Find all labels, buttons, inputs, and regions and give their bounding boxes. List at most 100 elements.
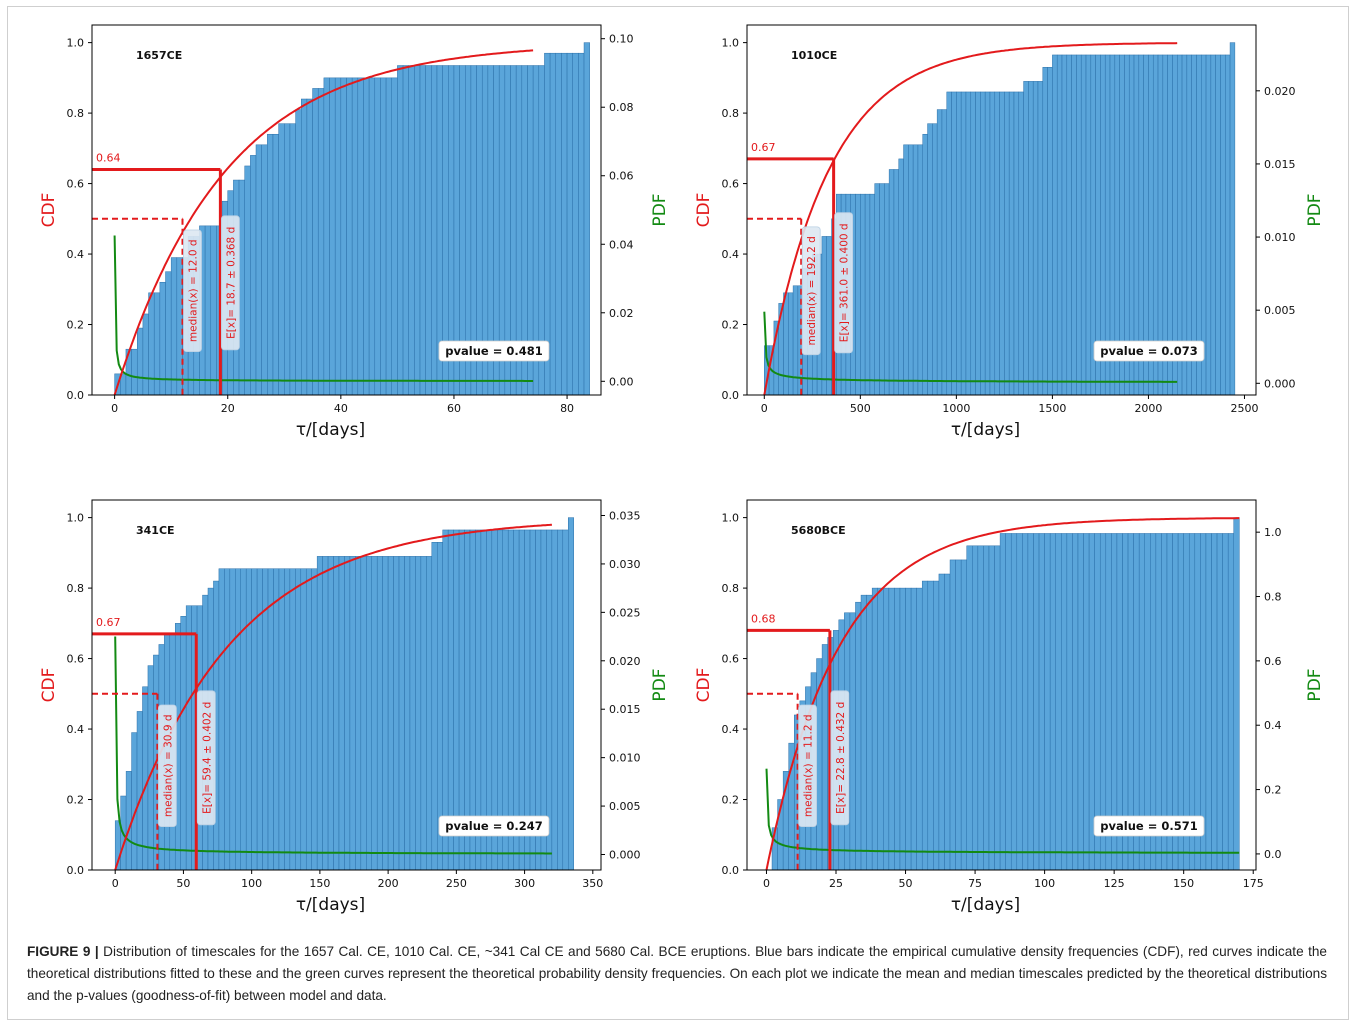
y2-tick-label: 0.04: [609, 238, 634, 251]
y2-tick-label: 0.06: [609, 170, 634, 183]
histogram-bar: [1076, 54, 1082, 396]
histogram-bar: [922, 133, 928, 396]
histogram-bar: [936, 109, 943, 396]
x-tick-label: 200: [378, 877, 399, 890]
y2-tick-label: 0.4: [1264, 719, 1282, 732]
histogram-bar: [1008, 91, 1015, 396]
chart-panel-4: 0.68 median(x) = 11.2 d E[x]= 22.8 ± 0.432…: [694, 499, 1325, 915]
x-tick-label: 2000: [1134, 402, 1162, 415]
histogram-bar: [300, 568, 307, 871]
x-tick-label: 125: [1104, 877, 1125, 890]
x-tick-label: 150: [309, 877, 330, 890]
y2-axis-label: PDF: [650, 668, 670, 701]
pdf-curve: [765, 768, 1240, 854]
histogram-bar: [927, 123, 933, 396]
y-tick-label: 1.0: [67, 512, 85, 525]
y2-tick-label: 0.2: [1264, 784, 1282, 797]
histogram-bar: [284, 123, 291, 396]
x-tick-label: 60: [447, 402, 461, 415]
histogram-bar: [322, 556, 329, 871]
mean-label-box: [830, 690, 850, 826]
histogram-bar: [994, 545, 1001, 871]
histogram-bar: [1018, 91, 1024, 396]
y-tick-label: 0.4: [722, 723, 740, 736]
histogram-bar: [566, 52, 573, 396]
median-label-box: [157, 704, 177, 827]
histogram-bar: [165, 271, 172, 396]
histogram-bar: [295, 109, 302, 396]
histogram-bar: [306, 98, 313, 396]
x-tick-label: 175: [1243, 877, 1264, 890]
histogram-bar: [363, 77, 370, 396]
histogram-bar: [366, 556, 372, 871]
histogram-bar: [938, 573, 945, 871]
histogram-bar: [1072, 533, 1079, 871]
histogram-bar: [210, 225, 217, 396]
y-tick-label: 0.4: [67, 248, 85, 261]
pvalue-box: [438, 815, 550, 837]
median-label-box: [183, 229, 202, 352]
median-label: median(x) = 192.2 d: [801, 226, 821, 356]
chart-panel-1: 0.64 median(x) = 12.0 d E[x]= 18.7 ± 0.368…: [39, 24, 670, 440]
histogram-bar: [871, 587, 878, 871]
x-tick-label: 75: [968, 877, 982, 890]
histogram-bar: [1044, 533, 1051, 871]
histogram-bar: [946, 91, 952, 396]
histogram-bar: [1083, 533, 1090, 871]
median-label-text: median(x) = 11.2 d: [803, 714, 815, 817]
median-label-text: median(x) = 30.9 d: [162, 714, 174, 817]
histogram-bar: [235, 568, 241, 871]
histogram-bar: [549, 52, 557, 396]
histogram-bar: [894, 587, 901, 871]
histogram-bar: [877, 587, 884, 871]
histogram-bar: [360, 556, 367, 871]
x-tick-label: 0: [112, 877, 119, 890]
histogram-bar: [1028, 81, 1034, 396]
histogram-bar: [849, 612, 856, 871]
histogram-bar: [1061, 54, 1068, 396]
histogram-bar: [426, 556, 433, 871]
y-tick-label: 0.0: [67, 389, 85, 402]
pvalue-box: [1093, 815, 1205, 837]
histogram-bar: [905, 587, 912, 871]
pvalue-label: pvalue = 0.481: [445, 344, 542, 358]
histogram-bar: [255, 144, 262, 396]
histogram-bar: [860, 594, 867, 871]
histogram-bar: [960, 91, 967, 396]
histogram-bar: [988, 545, 995, 871]
histogram-bar: [346, 77, 353, 396]
histogram-bar: [1052, 54, 1058, 396]
histogram-bar: [984, 91, 991, 396]
histogram-bar: [273, 568, 280, 871]
caption-text: Distribution of timescales for the 1657 …: [27, 944, 1327, 1003]
x-axis-label: τ/[days]: [296, 420, 365, 440]
x-tick-label: 1000: [942, 402, 970, 415]
histogram-bar: [921, 580, 929, 871]
histogram-bar: [312, 88, 319, 396]
y2-tick-label: 1.0: [1264, 526, 1282, 539]
histogram-bar: [374, 77, 381, 396]
histogram-bars: [764, 42, 1236, 396]
histogram-bar: [941, 109, 948, 396]
histogram-bar: [1061, 533, 1068, 871]
histogram-bar: [1013, 91, 1020, 396]
histogram-bar: [387, 556, 394, 871]
histogram-bar: [244, 165, 251, 396]
histogram-bar: [218, 568, 225, 871]
histogram-bar: [397, 65, 404, 396]
histogram-bar: [932, 123, 938, 396]
histogram-bar: [240, 568, 247, 871]
x-tick-label: 1500: [1038, 402, 1066, 415]
y2-tick-label: 0.015: [609, 703, 641, 716]
histogram-bar: [344, 556, 351, 871]
y-tick-label: 0.0: [722, 389, 740, 402]
histogram-bar: [1216, 533, 1223, 871]
histogram-bar: [955, 559, 962, 871]
histogram-bar: [284, 568, 291, 871]
histogram-bar: [371, 556, 378, 871]
histogram-bar: [1210, 54, 1216, 396]
x-tick-label: 25: [829, 877, 843, 890]
y2-tick-label: 0.005: [609, 800, 641, 813]
y-tick-label: 0.8: [722, 107, 740, 120]
x-tick-label: 50: [176, 877, 190, 890]
